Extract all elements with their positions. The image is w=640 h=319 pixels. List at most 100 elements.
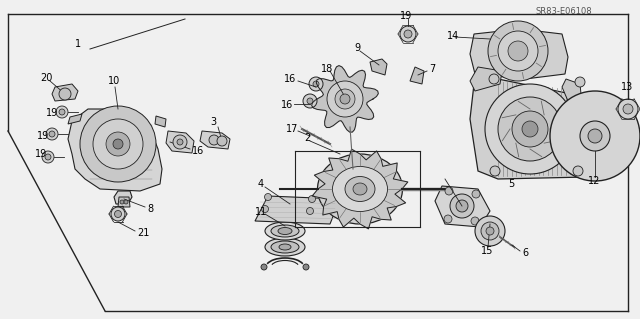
- Circle shape: [512, 111, 548, 147]
- Text: 18: 18: [321, 64, 333, 74]
- Circle shape: [59, 109, 65, 115]
- Circle shape: [111, 207, 125, 221]
- Circle shape: [46, 128, 58, 140]
- Text: 19: 19: [46, 108, 58, 118]
- Polygon shape: [435, 186, 490, 227]
- Text: 19: 19: [400, 11, 412, 21]
- Circle shape: [113, 139, 123, 149]
- Ellipse shape: [271, 225, 299, 237]
- Circle shape: [307, 98, 313, 104]
- Circle shape: [303, 94, 317, 108]
- Polygon shape: [114, 191, 132, 204]
- Polygon shape: [255, 196, 340, 224]
- Ellipse shape: [265, 222, 305, 240]
- Circle shape: [618, 99, 638, 119]
- Circle shape: [486, 227, 494, 235]
- Polygon shape: [200, 131, 230, 149]
- Circle shape: [209, 135, 219, 145]
- Circle shape: [264, 194, 271, 201]
- Polygon shape: [470, 29, 568, 79]
- Circle shape: [580, 121, 610, 151]
- Circle shape: [340, 94, 350, 104]
- Ellipse shape: [278, 227, 292, 234]
- Text: 17: 17: [286, 124, 298, 134]
- Circle shape: [573, 166, 583, 176]
- Circle shape: [93, 119, 143, 169]
- Polygon shape: [470, 79, 590, 179]
- Text: 16: 16: [281, 100, 293, 110]
- Circle shape: [485, 84, 575, 174]
- Circle shape: [124, 200, 128, 204]
- Circle shape: [308, 196, 316, 203]
- Polygon shape: [562, 79, 582, 104]
- Text: 3: 3: [210, 117, 216, 127]
- Polygon shape: [470, 67, 502, 91]
- Circle shape: [45, 154, 51, 160]
- Circle shape: [489, 74, 499, 84]
- Circle shape: [217, 136, 227, 146]
- Circle shape: [262, 205, 269, 212]
- Circle shape: [173, 135, 187, 149]
- Text: 19: 19: [35, 149, 47, 159]
- Circle shape: [508, 41, 528, 61]
- Circle shape: [335, 89, 355, 109]
- Circle shape: [456, 200, 468, 212]
- Polygon shape: [410, 67, 424, 84]
- Circle shape: [623, 104, 633, 114]
- Text: 1: 1: [75, 39, 81, 49]
- Ellipse shape: [353, 183, 367, 195]
- Text: 13: 13: [621, 82, 633, 92]
- Polygon shape: [166, 131, 194, 153]
- Circle shape: [444, 215, 452, 223]
- Circle shape: [49, 131, 55, 137]
- Text: 10: 10: [108, 76, 120, 86]
- Circle shape: [475, 216, 505, 246]
- Text: 8: 8: [147, 204, 153, 214]
- Circle shape: [490, 166, 500, 176]
- Circle shape: [588, 129, 602, 143]
- Text: 21: 21: [137, 228, 149, 238]
- Text: 5: 5: [508, 179, 515, 189]
- Text: 20: 20: [40, 73, 52, 83]
- Circle shape: [115, 211, 122, 218]
- Text: 2: 2: [304, 133, 310, 143]
- Text: 16: 16: [192, 146, 204, 156]
- Circle shape: [575, 77, 585, 87]
- Polygon shape: [155, 116, 166, 127]
- Circle shape: [106, 132, 130, 156]
- Ellipse shape: [265, 238, 305, 256]
- Circle shape: [400, 26, 416, 42]
- Text: 12: 12: [588, 176, 600, 186]
- Polygon shape: [312, 66, 378, 132]
- Polygon shape: [68, 109, 162, 191]
- Ellipse shape: [279, 244, 291, 250]
- Circle shape: [80, 106, 156, 182]
- Circle shape: [309, 77, 323, 91]
- Circle shape: [404, 30, 412, 38]
- Text: 9: 9: [354, 43, 360, 53]
- Polygon shape: [370, 59, 387, 75]
- Circle shape: [56, 106, 68, 118]
- Text: 16: 16: [284, 74, 296, 84]
- Text: 4: 4: [258, 179, 264, 189]
- Text: 11: 11: [255, 207, 268, 217]
- Circle shape: [120, 200, 124, 204]
- Text: 14: 14: [447, 31, 460, 41]
- Circle shape: [488, 21, 548, 81]
- Circle shape: [59, 88, 71, 100]
- Ellipse shape: [271, 241, 299, 253]
- Text: 15: 15: [481, 246, 493, 256]
- Text: 7: 7: [429, 64, 435, 74]
- Circle shape: [445, 187, 453, 195]
- Ellipse shape: [317, 154, 403, 224]
- Ellipse shape: [333, 167, 387, 211]
- Circle shape: [177, 139, 183, 145]
- Polygon shape: [118, 197, 130, 207]
- Polygon shape: [312, 149, 408, 229]
- Circle shape: [522, 121, 538, 137]
- Ellipse shape: [345, 176, 375, 202]
- Text: 6: 6: [522, 248, 528, 258]
- Circle shape: [327, 81, 363, 117]
- Circle shape: [303, 264, 309, 270]
- Circle shape: [42, 151, 54, 163]
